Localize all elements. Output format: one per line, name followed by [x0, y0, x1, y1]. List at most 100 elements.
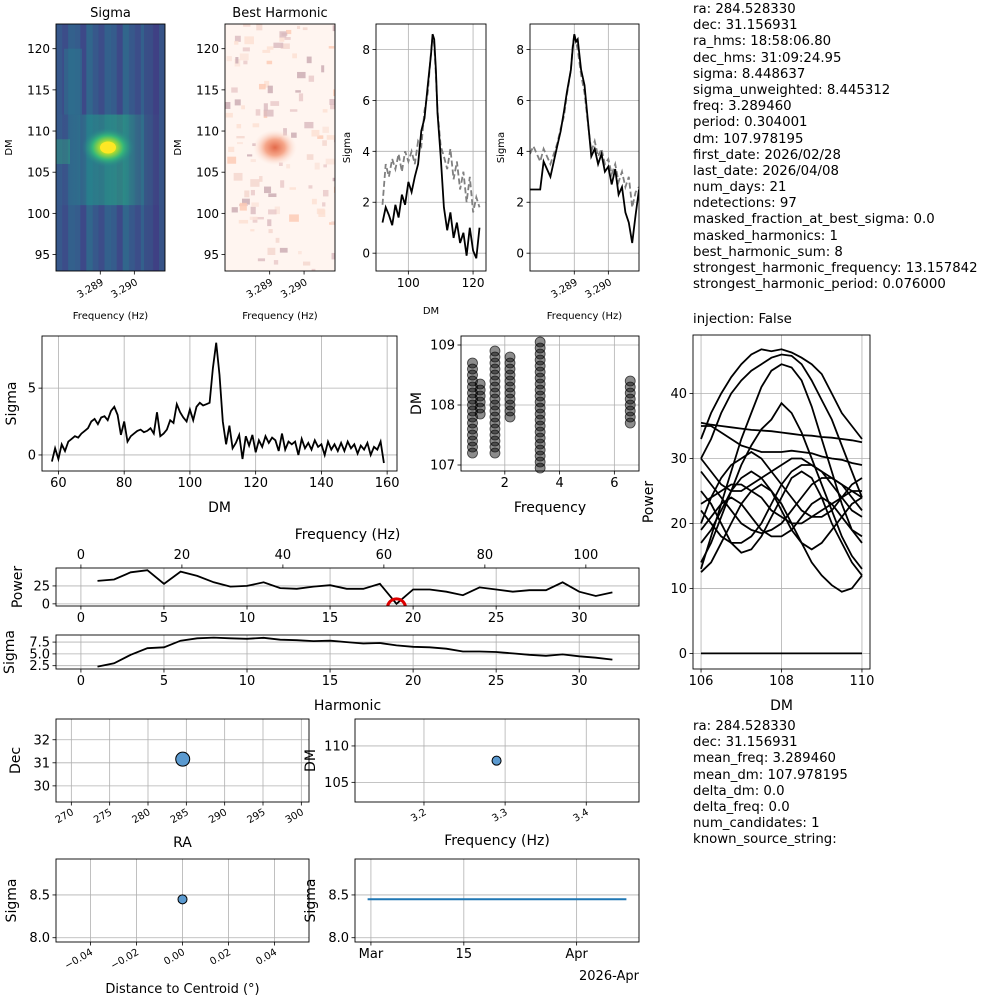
scatter-point	[624, 393, 636, 405]
x-tick-label: 6	[610, 476, 618, 491]
x-tick-label: 290	[207, 807, 229, 826]
scatter-point	[467, 447, 478, 459]
heatmap-cell	[274, 206, 281, 215]
scatter-point	[534, 414, 546, 426]
x-tick-label: 25	[488, 611, 505, 626]
y-tick-label: 8	[516, 43, 524, 57]
scatter-point	[624, 417, 636, 429]
candidate-info-line: dec: 31.156931	[693, 18, 798, 34]
heatmap-cell	[256, 216, 264, 220]
heatmap-cell	[323, 164, 327, 168]
scatter-point	[504, 411, 516, 423]
x-axis-label: DM	[770, 698, 793, 714]
x-tick-label: 0.00	[162, 947, 187, 968]
x-tick-label: 30	[571, 674, 588, 689]
x-tick-label: 140	[309, 476, 334, 491]
heatmap-cell	[302, 27, 308, 31]
axes-frame	[375, 23, 487, 272]
heatmap-cell	[241, 105, 245, 110]
heatmap-cell	[291, 132, 297, 138]
heatmap-cell	[289, 109, 298, 112]
x-tick-label: 3.289	[549, 277, 579, 301]
scatter-point	[624, 375, 636, 387]
heatmap-cells	[56, 24, 165, 271]
y-axis-label: DM	[4, 139, 15, 155]
scatter-point	[474, 390, 486, 402]
heatmap-cell	[316, 208, 325, 215]
heatmap-cell	[302, 261, 311, 266]
heatmap-cell	[332, 177, 335, 182]
y-tick-label: 107	[430, 459, 455, 474]
y-tick-label: 0	[28, 448, 36, 463]
heatmap-cell	[292, 53, 297, 59]
heatmap-cell	[234, 40, 239, 45]
scatter-point	[489, 369, 501, 381]
heatmap-cell	[322, 189, 329, 197]
y-tick-label: 120	[196, 42, 219, 56]
candidate-info-line: masked_harmonics: 1	[693, 228, 838, 244]
y-tick-label: 5	[28, 382, 36, 397]
x-tick-label: 295	[245, 807, 267, 826]
series-line-weighted	[530, 34, 639, 244]
heatmap-cell	[250, 189, 255, 196]
heatmap-cell	[270, 101, 280, 106]
heatmap-cell	[322, 126, 329, 133]
heatmap-cell	[268, 193, 277, 198]
scatter-point	[504, 357, 516, 369]
heatmap-cell	[314, 162, 320, 170]
y-tick-label: 10	[670, 582, 687, 597]
scatter-point	[489, 447, 501, 459]
series-line-h15	[700, 457, 863, 499]
scatter-point	[491, 755, 502, 766]
heatmap-cell	[263, 109, 274, 117]
scatter-point	[489, 399, 501, 411]
x-tick-label: 270	[54, 807, 76, 826]
heatmap-cell	[297, 71, 306, 79]
x-tick-label: 120	[243, 476, 268, 491]
cluster-info-line: mean_dm: 107.978195	[693, 767, 848, 783]
y-axis-label: Dec	[8, 747, 24, 774]
scatter-point	[489, 351, 501, 363]
heatmap-peak	[253, 129, 297, 166]
y-tick-label: 8.5	[328, 888, 349, 903]
heatmap-cell	[236, 124, 242, 129]
y-tick-label: 8.0	[328, 931, 349, 946]
x-tick-label: 100	[178, 476, 203, 491]
heatmap-cell	[326, 135, 335, 140]
top-x-tick-label: 0	[77, 548, 85, 563]
y-tick-label: 8	[362, 43, 370, 57]
y-tick-label: 120	[27, 42, 50, 56]
scatter-point	[467, 363, 478, 375]
cluster-info-line: known_source_string:	[693, 832, 837, 848]
scatter-point	[489, 423, 501, 435]
candidate-info-line: ra: 284.528330	[693, 2, 796, 17]
x-axis-label: Distance to Centroid (°)	[105, 982, 259, 997]
heatmap-cell	[258, 83, 266, 90]
chart-power_vs_harmonic: 0 5 10 15 20 25 30 0 25 0 20 40 60 80 100 Frequency (Hz…	[10, 527, 640, 626]
y-tick-label: 25	[33, 579, 50, 594]
heatmap-cell	[273, 42, 284, 48]
scatter-point	[534, 354, 546, 366]
heatmap-cell	[249, 216, 258, 220]
heatmap-cell	[225, 112, 233, 118]
heatmap-cell	[328, 46, 335, 49]
heatmap-cell	[308, 185, 313, 189]
scatter-point	[467, 435, 478, 447]
candidate-info-line: period: 0.304001	[693, 115, 808, 131]
y-tick-label: 40	[670, 387, 687, 402]
x-tick-label: 0	[77, 674, 85, 689]
heatmap-cell	[279, 31, 287, 38]
x-tick-label: 160	[375, 476, 400, 491]
scatter-point	[534, 342, 546, 354]
chart-dm_vs_freq_scatter: 2 4 6 107 108 109 Frequency DM	[409, 335, 640, 516]
candidate-info-panel: ra: 284.528330 dec: 31.156931 ra_hms: 18:5…	[693, 2, 978, 293]
y-tick-label: 100	[196, 207, 219, 221]
x-tick-label: 3.4	[571, 807, 590, 824]
x-tick-label: 106	[689, 674, 714, 689]
heatmap-cell	[231, 87, 238, 93]
series-line-sigma	[97, 636, 613, 668]
candidate-info-line: masked_fraction_at_best_sigma: 0.0	[693, 212, 935, 228]
candidate-info-line: num_days: 21	[693, 180, 787, 196]
x-axis-label: DM	[423, 306, 439, 317]
y-tick-label: 5.0	[29, 647, 50, 662]
